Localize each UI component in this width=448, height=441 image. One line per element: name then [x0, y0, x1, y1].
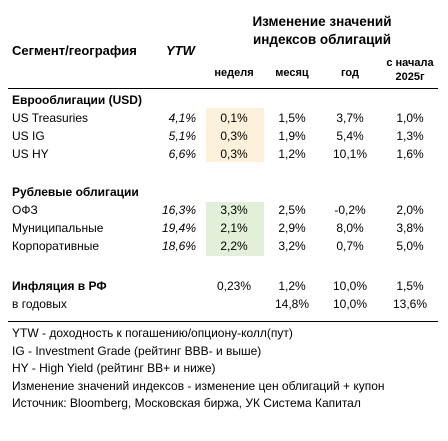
cell-value: 3,2% — [278, 239, 306, 253]
row-label: US Treasuries — [12, 111, 89, 125]
ytw-value: 18,6% — [161, 239, 196, 253]
period-header: с начала 2025г — [386, 57, 434, 83]
cell-value: 0,3% — [220, 129, 248, 143]
row-label: ОФЗ — [12, 203, 38, 217]
cell-value: 10,1% — [332, 147, 368, 161]
cell-value: 2,0% — [396, 203, 424, 217]
row-label: Корпоративные — [12, 239, 100, 253]
cell-value: 0,7% — [336, 239, 364, 253]
section-title: Рублевые облигации — [12, 185, 139, 199]
row-label: Муниципальные — [12, 221, 104, 235]
ytw-value: 16,3% — [161, 203, 196, 217]
note: Источник: Bloomberg, Московская биржа, У… — [12, 396, 361, 410]
header-rule — [8, 88, 438, 89]
cell-value: 0,23% — [216, 279, 252, 293]
cell-value: 3,7% — [336, 111, 364, 125]
cell-value: 5,0% — [396, 239, 424, 253]
note: IG - Investment Grade (рейтинг BBB- и вы… — [12, 343, 262, 358]
row-label: US IG — [12, 129, 45, 143]
cell-value: 1,5% — [396, 279, 424, 293]
row-label: в годовых — [12, 297, 67, 311]
cell-value: -0,2% — [334, 203, 366, 217]
period-header: неделя — [214, 67, 254, 79]
ytw-value: 6,6% — [168, 147, 196, 161]
ytw-value: 5,1% — [168, 129, 196, 143]
cell-value: 2,5% — [278, 203, 306, 217]
cell-value: 1,3% — [396, 129, 424, 143]
highlight — [206, 202, 264, 256]
note: YTW - доходность к погашению/опциону-кол… — [12, 326, 293, 340]
note: HY - High Yield (рейтинг BB+ и ниже) — [12, 361, 216, 375]
cell-value: 1,2% — [278, 147, 306, 161]
table-rule — [8, 321, 438, 322]
cell-value: 10,0% — [332, 297, 368, 311]
row-label: US HY — [12, 147, 49, 161]
cell-value: 14,8% — [274, 297, 310, 311]
cell-value: 3,8% — [396, 221, 424, 235]
cell-value: 3,3% — [220, 203, 248, 217]
segment-header: Сегмент/география — [12, 43, 137, 58]
cell-value: 0,1% — [220, 111, 248, 125]
cell-value: 1,9% — [278, 129, 306, 143]
ytw-value: 19,4% — [161, 221, 196, 235]
cell-value: 2,1% — [220, 221, 248, 235]
cell-value: 1,2% — [278, 279, 306, 293]
cell-value: 1,5% — [278, 111, 306, 125]
cell-value: 1,0% — [396, 111, 424, 125]
cell-value: 2,9% — [278, 221, 306, 235]
note: Изменение значений индексов - изменение … — [12, 378, 385, 393]
cell-value: 5,4% — [336, 129, 364, 143]
change-title: Изменение значений индексов облигаций — [252, 14, 392, 47]
row-label: Инфляция в РФ — [12, 279, 107, 293]
cell-value: 13,6% — [392, 297, 428, 311]
period-header: месяц — [275, 67, 309, 79]
cell-value: 2,2% — [220, 239, 248, 253]
section-title: Еврооблигации (USD) — [12, 93, 142, 107]
highlight — [206, 108, 264, 162]
cell-value: 1,6% — [396, 147, 424, 161]
period-header: год — [341, 67, 359, 79]
ytw-header: YTW — [166, 43, 195, 58]
ytw-value: 4,1% — [168, 111, 196, 125]
cell-value: 0,3% — [220, 147, 248, 161]
cell-value: 8,0% — [336, 221, 364, 235]
cell-value: 10,0% — [332, 279, 368, 293]
